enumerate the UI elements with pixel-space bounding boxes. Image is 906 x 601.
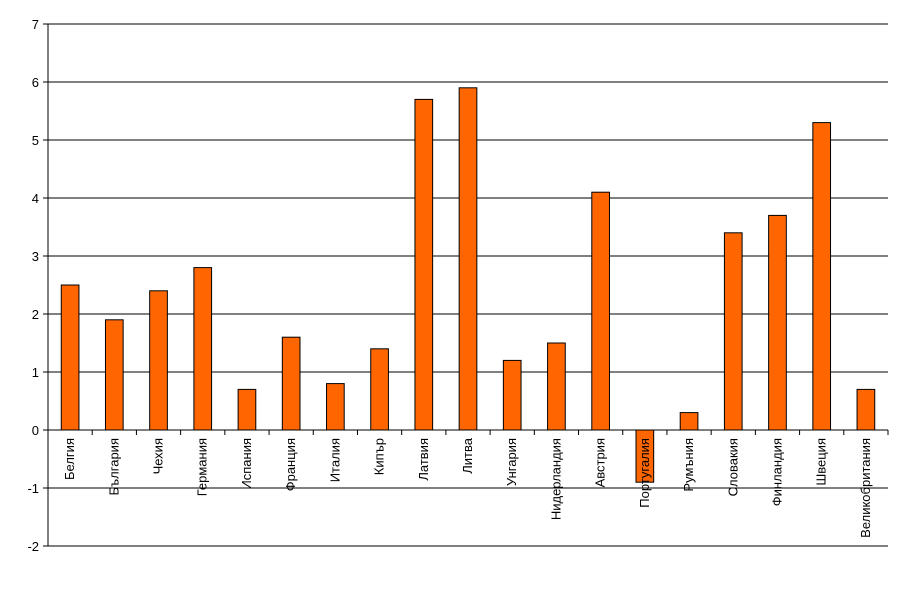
category-label: Унгария (504, 438, 519, 486)
category-label: Нидерландия (548, 438, 563, 520)
category-label: Чехия (151, 438, 166, 474)
bar (149, 290, 168, 431)
bar (281, 336, 301, 431)
y-tick-label: 1 (32, 365, 39, 380)
category-label: Кипър (372, 438, 387, 475)
category-label: Испания (239, 438, 254, 490)
category-label: Латвия (416, 438, 431, 481)
category-label: Литва (460, 437, 475, 474)
y-tick-label: 0 (32, 423, 39, 438)
y-tick-label: -1 (27, 481, 39, 496)
category-label: Португалия (637, 438, 652, 508)
bar (547, 342, 566, 431)
bar (591, 191, 610, 431)
bars (60, 87, 876, 483)
y-tick-label: -2 (27, 539, 39, 554)
y-tick-label: 5 (32, 133, 39, 148)
category-label: Белгия (62, 438, 77, 480)
bar (768, 214, 787, 431)
category-label: Финландия (769, 438, 784, 506)
category-label: Италия (327, 438, 342, 482)
category-label: Франция (283, 438, 298, 491)
category-label: Австрия (593, 438, 608, 487)
bar (502, 359, 522, 431)
bar (104, 319, 124, 431)
bar (679, 412, 699, 431)
category-label: Германия (195, 438, 210, 496)
bar (414, 98, 434, 431)
y-tick-label: 6 (32, 75, 39, 90)
y-tick-label: 3 (32, 249, 39, 264)
y-tick-label: 7 (32, 17, 39, 32)
bar (458, 87, 478, 431)
bar (60, 284, 80, 431)
bar (326, 383, 345, 431)
bar (237, 388, 257, 431)
bar (812, 122, 832, 431)
category-label: Великобритания (858, 438, 873, 538)
category-label: Словакия (725, 438, 740, 496)
bar (856, 388, 876, 431)
y-tick-label: 2 (32, 307, 39, 322)
x-axis: Белгия България Чехия Германия Испания Франци… (47, 429, 889, 538)
y-tick-label: 4 (32, 191, 39, 206)
bar (723, 232, 743, 431)
bar (370, 348, 389, 431)
category-label: Румъния (681, 438, 696, 492)
category-label: Швеция (814, 438, 829, 486)
bar (193, 267, 213, 431)
y-axis: -2 -1 0 1 2 3 4 5 6 7 (27, 17, 49, 554)
category-label: България (106, 438, 121, 495)
